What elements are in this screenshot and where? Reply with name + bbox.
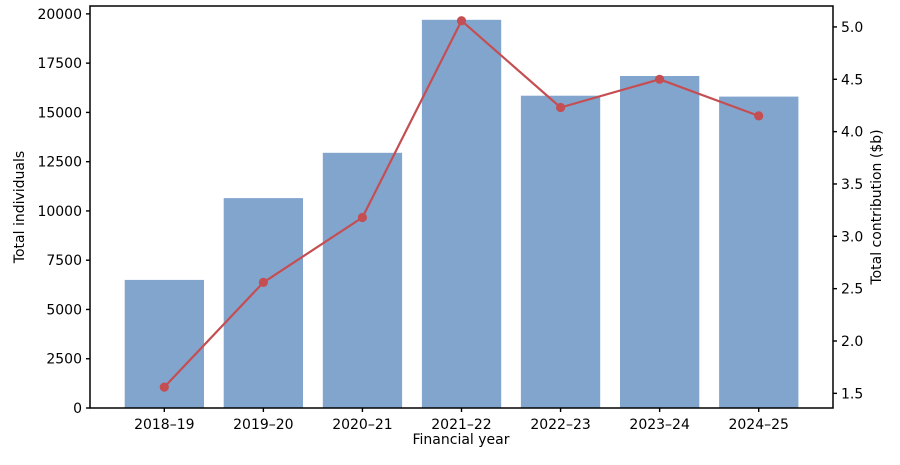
right-tick-label: 3.0	[841, 229, 863, 245]
x-tick-label: 2020–21	[332, 417, 392, 433]
bar-2022–23	[520, 95, 601, 408]
left-tick-label: 5000	[46, 302, 82, 318]
bar-2024–25	[719, 96, 799, 408]
marker-2019–20	[258, 277, 268, 287]
x-tick-label: 2023–24	[629, 417, 690, 433]
marker-2022–23	[556, 102, 566, 113]
y-axis-label-right: Total contribution ($b)	[869, 129, 885, 285]
marker-2021–22	[456, 16, 467, 26]
bar-2023–24	[620, 76, 700, 408]
left-tick-label: 12500	[37, 155, 82, 171]
left-tick-label: 0	[73, 401, 82, 417]
left-tick-label: 7500	[46, 253, 82, 269]
right-tick-label: 2.5	[841, 282, 863, 298]
right-tick-label: 4.5	[841, 72, 863, 88]
marker-2024–25	[754, 111, 764, 121]
right-tick-label: 4.0	[841, 125, 863, 141]
right-tick-label: 3.5	[841, 177, 863, 193]
marker-2023–24	[655, 74, 665, 84]
x-tick-label: 2018–19	[134, 417, 194, 433]
x-axis-label: Financial year	[412, 432, 510, 448]
right-tick-label: 2.0	[841, 334, 863, 350]
x-tick-label: 2019–20	[233, 417, 293, 433]
y-axis-label-left: Total individuals	[12, 150, 28, 264]
left-tick-label: 2500	[46, 352, 82, 368]
x-tick-label: 2021–22	[431, 417, 491, 433]
left-tick-label: 17500	[37, 56, 82, 72]
right-tick-label: 1.5	[841, 386, 863, 402]
bar-2019–20	[223, 198, 303, 408]
marker-2020–21	[357, 212, 367, 223]
left-tick-label: 20000	[37, 7, 82, 23]
x-tick-label: 2022–23	[530, 417, 590, 433]
bar-2020–21	[322, 152, 403, 408]
left-tick-label: 10000	[37, 204, 82, 220]
x-tick-label: 2024–25	[728, 417, 788, 433]
marker-2018–19	[159, 382, 169, 392]
right-tick-label: 5.0	[841, 20, 863, 36]
left-tick-label: 15000	[37, 105, 82, 121]
bar-2021–22	[421, 19, 502, 409]
